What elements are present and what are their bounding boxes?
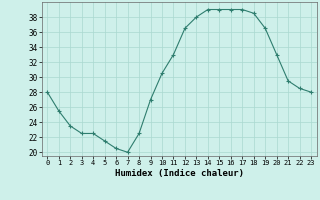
X-axis label: Humidex (Indice chaleur): Humidex (Indice chaleur) <box>115 169 244 178</box>
